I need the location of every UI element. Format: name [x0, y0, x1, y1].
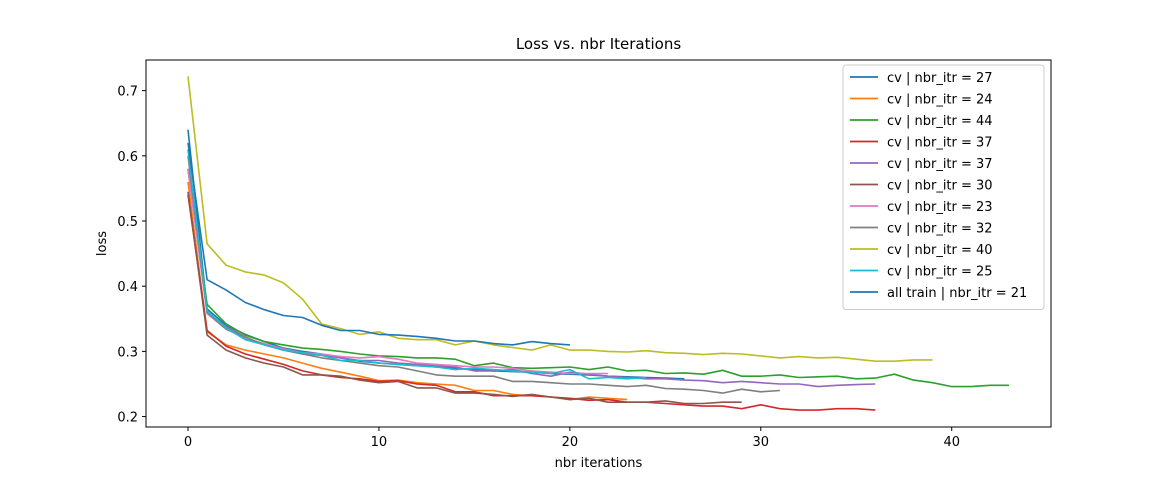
x-tick-label: 30 — [753, 435, 770, 450]
x-tick-label: 40 — [943, 435, 960, 450]
x-tick-label: 10 — [371, 435, 388, 450]
legend-label: cv | nbr_itr = 24 — [887, 93, 993, 108]
y-tick-label: 0.3 — [117, 345, 138, 360]
series-line-8 — [187, 76, 933, 363]
legend-label: cv | nbr_itr = 30 — [887, 179, 993, 194]
legend-label: cv | nbr_itr = 37 — [887, 157, 993, 172]
chart-title: Loss vs. nbr Iterations — [516, 35, 681, 53]
series-line-9 — [187, 149, 647, 380]
x-axis: 0 10 20 30 40 — [184, 427, 960, 450]
y-tick-label: 0.6 — [117, 150, 138, 165]
y-tick-label: 0.2 — [117, 411, 138, 426]
legend-label: cv | nbr_itr = 23 — [887, 200, 993, 215]
series-line-5 — [187, 191, 742, 405]
legend: cv | nbr_itr = 27 cv | nbr_itr = 24 cv | n… — [842, 64, 1045, 310]
y-tick-label: 0.4 — [117, 280, 138, 295]
y-tick-label: 0.5 — [117, 215, 138, 230]
legend-label: all train | nbr_itr = 21 — [887, 286, 1027, 301]
series-line-10 — [187, 142, 570, 346]
y-axis: 0.2 0.3 0.4 0.5 0.6 0.7 — [117, 85, 146, 426]
x-tick-label: 0 — [184, 435, 192, 450]
legend-label: cv | nbr_itr = 40 — [887, 243, 993, 258]
legend-label: cv | nbr_itr = 25 — [887, 265, 993, 280]
x-tick-label: 20 — [562, 435, 579, 450]
axes-frame — [145, 59, 1052, 428]
series-line-3 — [187, 194, 876, 411]
legend-box — [842, 64, 1045, 310]
x-axis-label: nbr iterations — [555, 456, 643, 471]
legend-label: cv | nbr_itr = 32 — [887, 222, 993, 237]
series-layer — [187, 76, 1009, 411]
legend-label: cv | nbr_itr = 37 — [887, 136, 993, 151]
legend-label: cv | nbr_itr = 27 — [887, 71, 993, 86]
y-axis-label: loss — [95, 231, 110, 256]
series-line-2 — [187, 168, 1009, 388]
y-tick-label: 0.7 — [117, 85, 138, 100]
legend-label: cv | nbr_itr = 44 — [887, 114, 993, 129]
